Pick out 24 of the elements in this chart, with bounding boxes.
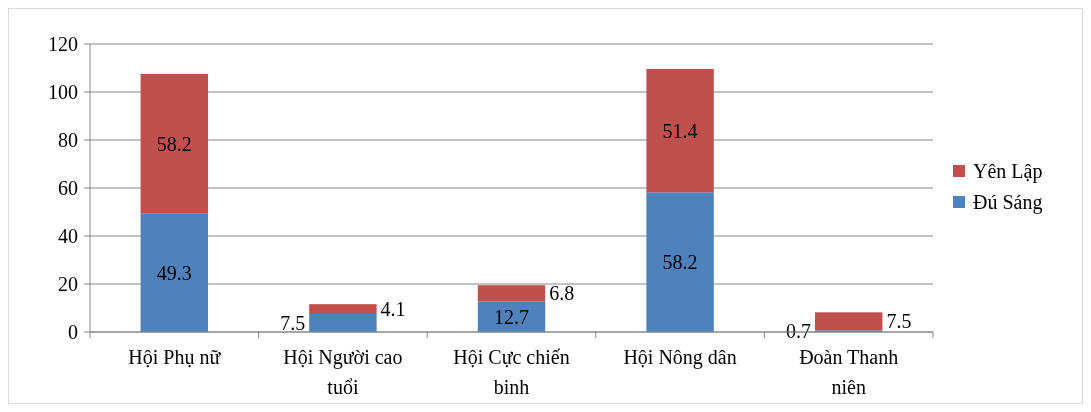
x-tick-label: Hội Cực chiến binh <box>453 346 570 398</box>
y-tick-label: 60 <box>58 177 78 199</box>
x-tick-label: Hội Người cao tuổi <box>283 346 403 398</box>
data-label: 51.4 <box>662 119 698 142</box>
data-label: 6.8 <box>549 282 575 305</box>
x-tick-label: Hội Nông dân <box>623 346 737 369</box>
x-tick-label: Đoàn Thanh niên <box>799 346 899 398</box>
data-label: 58.2 <box>662 251 698 274</box>
y-tick-label: 120 <box>48 33 78 55</box>
y-tick-label: 40 <box>58 225 78 247</box>
data-label: 7.5 <box>886 310 912 333</box>
data-label: 58.2 <box>156 132 192 155</box>
y-tick-label: 80 <box>58 129 78 151</box>
data-label: 0.7 <box>785 320 811 343</box>
data-label: 12.7 <box>494 305 529 328</box>
data-label: 4.1 <box>380 298 406 321</box>
y-tick-label: 100 <box>48 81 78 103</box>
x-tick-label: Hội Phụ nữ <box>128 346 222 368</box>
legend-label: Đú Sáng <box>973 191 1043 214</box>
data-label: 7.5 <box>280 312 306 334</box>
y-tick-label: 0 <box>68 321 78 343</box>
data-label: 49.3 <box>156 261 192 284</box>
legend-label: Yên Lập <box>973 160 1043 183</box>
y-tick-label: 20 <box>58 273 78 295</box>
